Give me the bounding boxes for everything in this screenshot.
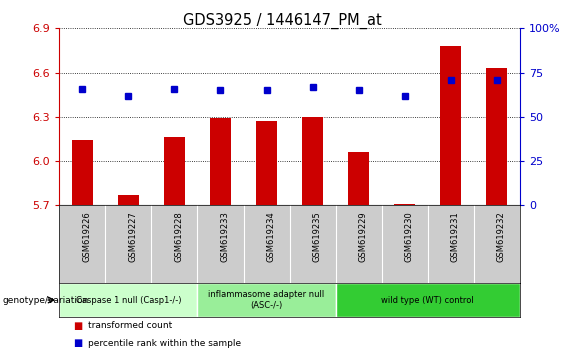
Text: genotype/variation: genotype/variation	[3, 296, 89, 304]
Bar	[256, 121, 277, 205]
Bar	[164, 137, 185, 205]
Text: transformed count: transformed count	[88, 321, 172, 330]
Bar	[348, 152, 369, 205]
Text: ■: ■	[73, 338, 82, 348]
Text: GSM619226: GSM619226	[82, 212, 92, 262]
Bar	[210, 118, 231, 205]
Text: GSM619228: GSM619228	[175, 212, 184, 262]
Bar	[72, 141, 93, 205]
Text: GSM619229: GSM619229	[359, 212, 368, 262]
Bar	[336, 283, 520, 317]
Text: GSM619231: GSM619231	[451, 212, 460, 262]
Bar	[198, 283, 336, 317]
Text: GSM619234: GSM619234	[267, 212, 276, 262]
Text: ■: ■	[73, 321, 82, 331]
Bar	[59, 283, 198, 317]
Text: GSM619230: GSM619230	[405, 212, 414, 262]
Text: GSM619233: GSM619233	[220, 212, 229, 262]
Text: GSM619235: GSM619235	[312, 212, 321, 262]
Bar	[440, 46, 461, 205]
Text: inflammasome adapter null
(ASC-/-): inflammasome adapter null (ASC-/-)	[208, 290, 325, 310]
Text: percentile rank within the sample: percentile rank within the sample	[88, 339, 241, 348]
Bar	[302, 117, 323, 205]
Text: GSM619232: GSM619232	[497, 212, 506, 262]
Text: wild type (WT) control: wild type (WT) control	[381, 296, 474, 304]
Bar	[394, 204, 415, 205]
Text: GSM619227: GSM619227	[128, 212, 137, 262]
Text: GDS3925 / 1446147_PM_at: GDS3925 / 1446147_PM_at	[183, 12, 382, 29]
Text: Caspase 1 null (Casp1-/-): Caspase 1 null (Casp1-/-)	[76, 296, 181, 304]
Bar	[118, 195, 139, 205]
Bar	[486, 68, 507, 205]
